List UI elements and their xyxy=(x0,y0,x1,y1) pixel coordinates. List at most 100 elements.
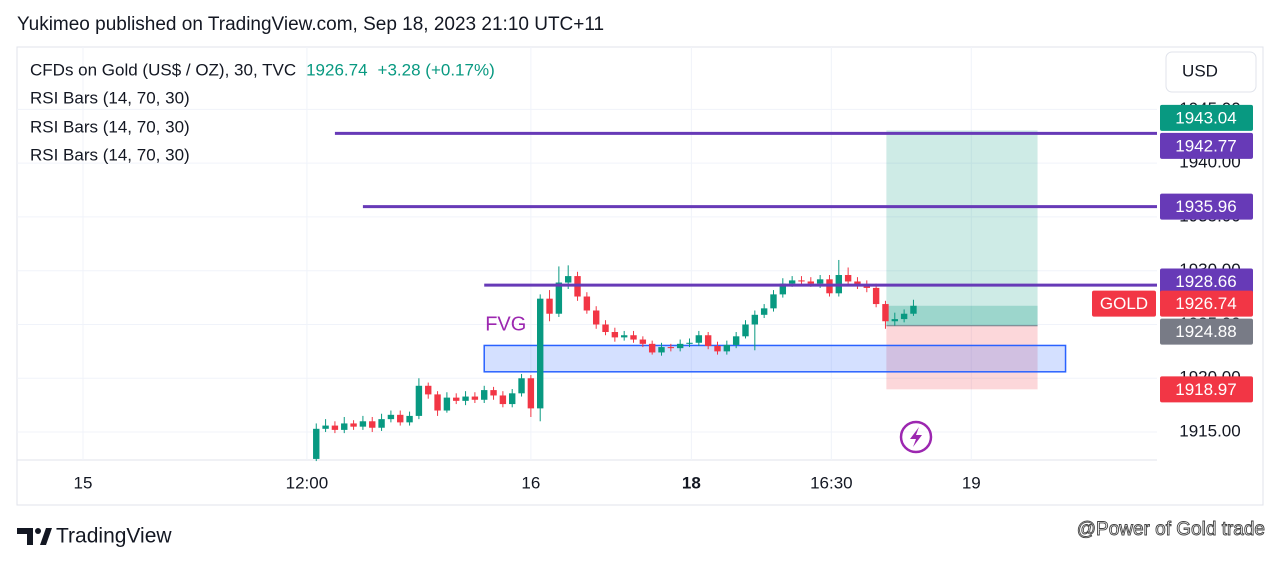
last-price: 1926.74 xyxy=(306,60,367,79)
price-label: 1918.97 xyxy=(1175,380,1236,399)
candle-body xyxy=(602,324,609,333)
target-zone xyxy=(886,130,1038,326)
candle-body xyxy=(723,344,731,352)
candle-body xyxy=(490,390,497,396)
candle-body xyxy=(648,343,656,353)
candle-body xyxy=(695,335,703,343)
price-label-box xyxy=(1160,268,1253,295)
candle-body xyxy=(471,396,479,400)
price-label: 1942.77 xyxy=(1175,136,1236,155)
brand-logo xyxy=(17,528,52,545)
indicator: RSI Bars (14, 70, 30) xyxy=(30,117,190,136)
candle-body xyxy=(658,347,665,353)
x-tick-label: 15 xyxy=(74,473,93,492)
y-tick-label: 1915.00 xyxy=(1179,422,1240,441)
price-label-box xyxy=(1160,290,1253,317)
candle-body xyxy=(676,343,684,349)
chart-frame xyxy=(16,46,1264,506)
candle-body xyxy=(350,423,357,427)
candle-body xyxy=(546,298,553,314)
x-tick-label: 18 xyxy=(682,473,701,492)
candle-body xyxy=(779,283,787,295)
candle-body xyxy=(742,324,749,337)
x-tick-label: 16 xyxy=(521,473,540,492)
watermark: @Power of Gold trade xyxy=(1077,519,1265,540)
candle-body xyxy=(518,378,525,394)
candle-body xyxy=(751,314,759,325)
price-label: 1943.04 xyxy=(1175,108,1236,127)
candle-body xyxy=(537,298,544,409)
price-labels: 1943.04 1942.77 1935.96 1928.66 1926.74 GOLD 1… xyxy=(1092,104,1253,403)
candle-body xyxy=(807,281,815,284)
price-label-box xyxy=(1160,318,1253,345)
candle-body xyxy=(882,304,889,322)
indicator: RSI Bars (14, 70, 30) xyxy=(30,88,190,107)
candle-body xyxy=(378,419,385,428)
candle-body xyxy=(499,395,507,405)
candle-body xyxy=(714,345,721,352)
price-label: 1935.96 xyxy=(1175,197,1236,216)
symbol-tag: GOLD xyxy=(1100,294,1148,313)
candle-body xyxy=(732,336,740,345)
candle-body xyxy=(583,296,591,311)
currency[interactable]: USD xyxy=(1182,61,1218,80)
candle-body xyxy=(406,415,413,423)
grid xyxy=(17,47,1157,460)
stop-zone xyxy=(886,325,1038,390)
candle-body xyxy=(369,421,376,428)
candle-body xyxy=(788,280,796,284)
price-label-box xyxy=(1160,376,1253,403)
price-label-box xyxy=(1160,132,1253,159)
zones: FVG xyxy=(483,130,1067,390)
candle-body xyxy=(639,339,647,344)
candle-body xyxy=(910,305,917,314)
candle-body xyxy=(564,276,572,283)
candle-body xyxy=(900,313,908,320)
candle-body xyxy=(770,294,777,309)
fvg-label: FVG xyxy=(485,314,526,336)
price-label-box xyxy=(1160,193,1253,220)
candle-body xyxy=(555,282,563,314)
candle-body xyxy=(667,347,675,349)
fvg-box xyxy=(483,344,1067,373)
symbol-tag-box xyxy=(1092,290,1156,317)
candle-body xyxy=(760,308,768,315)
candle-body xyxy=(415,385,423,416)
candle-body xyxy=(798,280,805,282)
candle-body xyxy=(872,287,880,305)
alert-icon xyxy=(899,420,933,454)
candle-body xyxy=(425,385,432,395)
open-profit xyxy=(886,305,1038,326)
symbol: CFDs on Gold (US$ / OZ), 30, TVC xyxy=(30,60,296,79)
candle-body xyxy=(611,332,619,338)
price-label-box xyxy=(1160,104,1253,131)
candle-body xyxy=(359,421,367,427)
candle-body xyxy=(620,335,628,338)
x-tick-label: 12:00 xyxy=(286,473,329,492)
candle-body xyxy=(341,423,348,430)
candle-body xyxy=(592,310,600,325)
candle-body xyxy=(527,378,535,409)
candle-body xyxy=(331,425,339,430)
candle-body xyxy=(313,428,320,459)
candle-body xyxy=(434,394,441,411)
currency-button[interactable] xyxy=(1165,51,1257,93)
price-label: 1928.66 xyxy=(1175,272,1236,291)
levels xyxy=(334,131,1157,287)
candle-body xyxy=(481,390,488,400)
candle-body xyxy=(509,393,516,405)
candle-body xyxy=(704,335,712,346)
candle-body xyxy=(816,279,824,284)
candle-body xyxy=(443,397,451,411)
price-label: 1926.74 xyxy=(1175,294,1236,313)
indicator: RSI Bars (14, 70, 30) xyxy=(30,145,190,164)
x-tick-label: 19 xyxy=(962,473,981,492)
header: Yukimeo published on TradingView.com, Se… xyxy=(17,14,604,35)
candle-body xyxy=(686,342,693,344)
candle-body xyxy=(322,425,329,429)
candle-body xyxy=(397,414,404,423)
candle-body xyxy=(453,397,460,401)
candle-body xyxy=(891,319,898,322)
